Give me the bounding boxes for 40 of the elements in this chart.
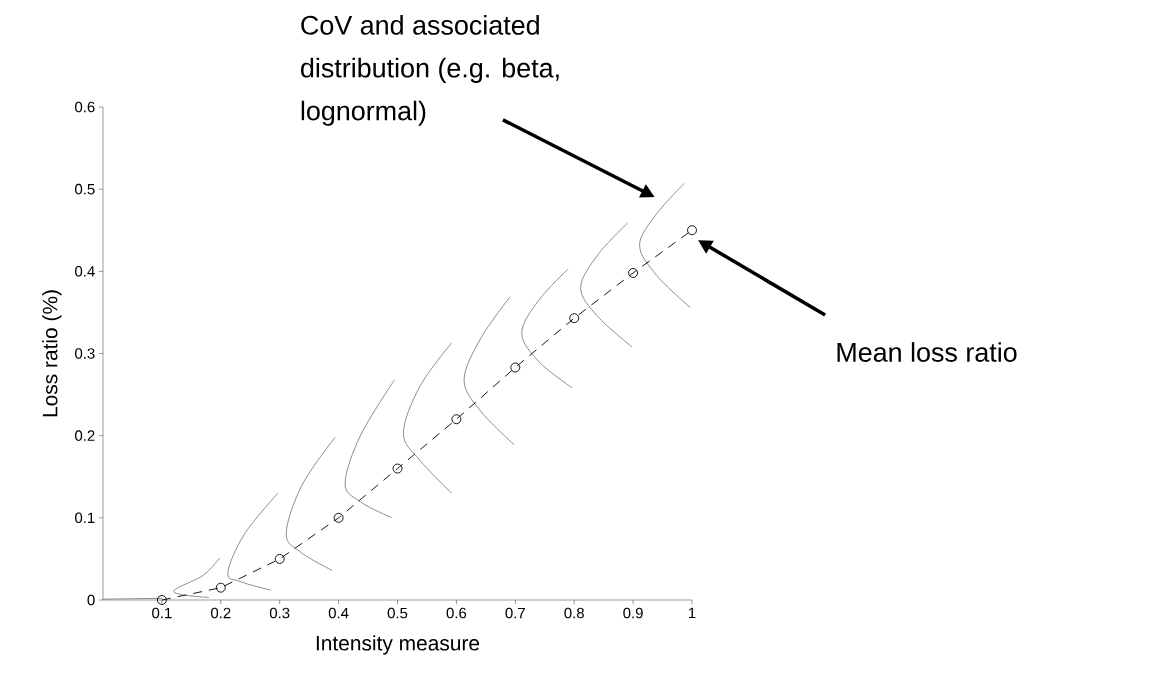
point <box>687 225 697 236</box>
y-tick-label: 0.5 <box>75 183 95 195</box>
x-tick-label: 0.1 <box>152 607 172 619</box>
x-tick-label: 0.8 <box>564 607 584 619</box>
point <box>510 362 521 373</box>
point <box>628 268 639 278</box>
annotation: CoV and associated distribution (e.g. beta, lognormal) <box>301 15 559 126</box>
x-tick-label: 1 <box>688 607 696 619</box>
y-tick-label: 0.6 <box>75 101 95 113</box>
y-axis-title: Loss ratio (%) <box>42 290 62 417</box>
y-tick-label: 0.4 <box>75 266 95 277</box>
text: Mean loss ratio <box>837 342 1017 362</box>
y-tick-label: 0 <box>87 594 95 606</box>
x-tick-label: 0.2 <box>210 607 231 619</box>
x-tick-label: 0.4 <box>328 607 349 619</box>
x-tick-label: 0.6 <box>446 607 467 619</box>
x-axis-title: Intensity measure <box>316 635 480 655</box>
y-tick-label: 0.1 <box>75 512 95 524</box>
line-series <box>521 268 573 389</box>
x-tick-label: 0.7 <box>505 607 525 619</box>
line-series <box>402 342 453 494</box>
x-tick-label: 0.3 <box>269 607 290 619</box>
line-series <box>463 296 515 446</box>
x-tick-label: 0.5 <box>387 607 408 619</box>
line-series <box>227 492 279 591</box>
y-tick-label: 0.2 <box>75 430 95 441</box>
line-series <box>173 557 221 598</box>
line-series <box>344 379 396 519</box>
point <box>215 582 226 593</box>
point <box>392 463 403 474</box>
line-series <box>285 436 336 571</box>
y-tick-label: 0.3 <box>75 348 95 359</box>
line-series <box>639 182 691 308</box>
point <box>569 313 580 324</box>
point <box>451 414 462 425</box>
point <box>333 512 344 523</box>
x-tick-label: 0.9 <box>623 607 643 619</box>
line-series <box>580 222 633 348</box>
point <box>156 595 167 605</box>
point <box>274 553 285 564</box>
